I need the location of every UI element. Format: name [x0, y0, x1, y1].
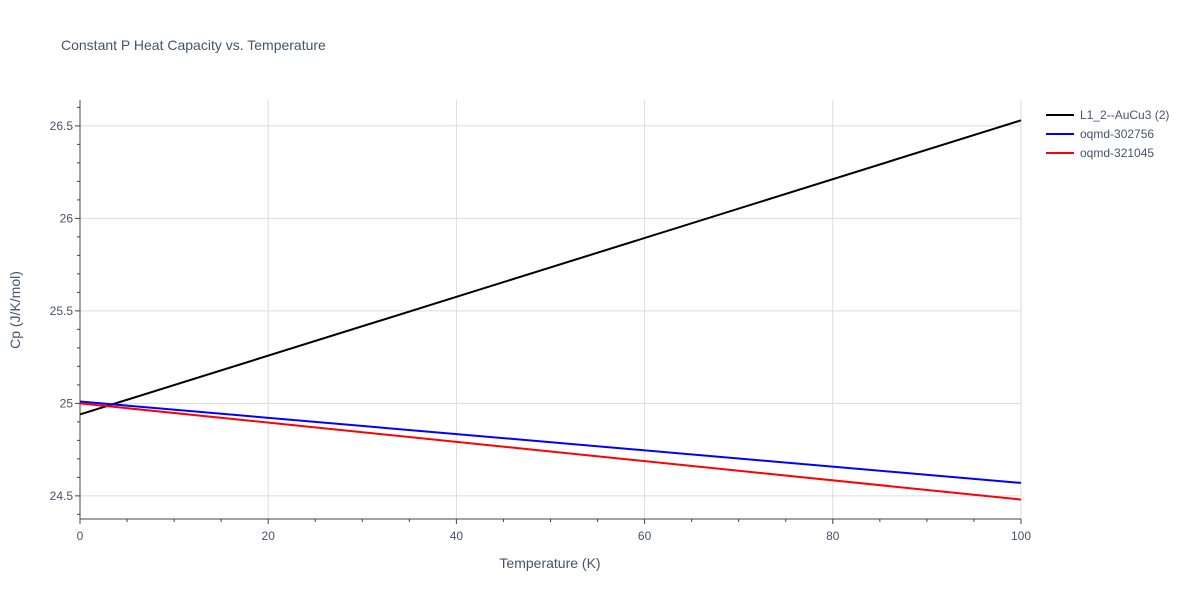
x-tick-label: 60: [638, 529, 652, 543]
legend-label: oqmd-302756: [1080, 127, 1154, 141]
series-line: [79, 402, 1022, 501]
legend-label: L1_2--AuCu3 (2): [1080, 108, 1169, 122]
y-tick-label: 24.5: [50, 489, 74, 503]
tick-labels: 0 20 40 60 80 100 24.5 25 25.5 26 26.5: [50, 119, 1032, 543]
series-line: [79, 400, 1022, 484]
grid: [80, 100, 1022, 519]
axes: [75, 100, 1022, 524]
x-tick-label: 80: [826, 529, 840, 543]
legend[interactable]: L1_2--AuCu3 (2) oqmd-302756 oqmd-321045: [1046, 108, 1169, 160]
legend-item[interactable]: oqmd-302756: [1046, 127, 1154, 141]
legend-label: oqmd-321045: [1080, 146, 1154, 160]
y-tick-label: 25.5: [50, 304, 74, 318]
x-tick-label: 100: [1011, 529, 1031, 543]
legend-item[interactable]: L1_2--AuCu3 (2): [1046, 108, 1169, 122]
x-tick-label: 0: [77, 529, 84, 543]
y-tick-label: 25: [60, 396, 74, 410]
y-axis-title: Cp (J/K/mol): [7, 271, 23, 349]
legend-item[interactable]: oqmd-321045: [1046, 146, 1154, 160]
y-tick-label: 26.5: [50, 119, 74, 133]
x-tick-label: 20: [262, 529, 276, 543]
x-tick-label: 40: [450, 529, 464, 543]
y-tick-label: 26: [60, 211, 74, 225]
series-lines: [79, 119, 1022, 501]
chart-title: Constant P Heat Capacity vs. Temperature: [61, 37, 326, 53]
x-axis-title: Temperature (K): [499, 555, 600, 571]
series-line: [79, 119, 1022, 416]
